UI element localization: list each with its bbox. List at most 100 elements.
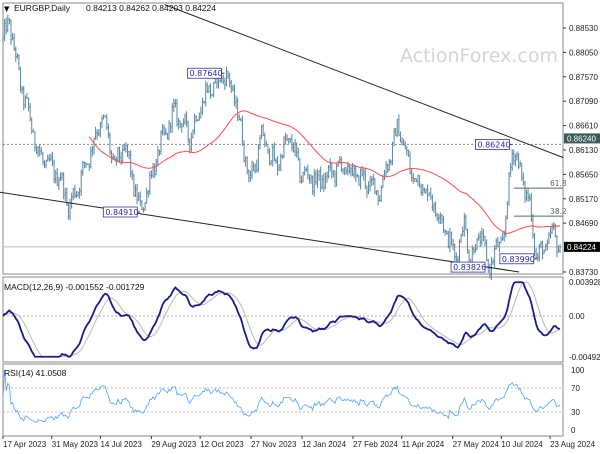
ohlc-bar	[402, 138, 405, 146]
price-tick-label: 0.84690	[569, 219, 598, 228]
ohlc-bar	[422, 184, 424, 196]
ohlc-bar	[415, 178, 418, 183]
ohlc-bar	[450, 231, 453, 246]
ohlc-bar	[342, 168, 344, 175]
ohlc-bar	[128, 150, 130, 160]
ohlc-bar	[94, 126, 97, 140]
ohlc-bar	[42, 151, 44, 166]
ohlc-bar	[204, 80, 207, 107]
ohlc-bar	[362, 168, 365, 181]
ohlc-bar	[308, 174, 311, 184]
ohlc-bar	[434, 201, 437, 217]
ohlc-bar	[260, 124, 263, 139]
ohlc-bar	[538, 243, 541, 262]
ohlc-bar	[2, 35, 4, 44]
ohlc-bar	[386, 163, 389, 173]
ohlc-bar	[556, 235, 558, 258]
date-tick-label: 29 Aug 2023	[151, 440, 196, 449]
ohlc-bar	[364, 168, 367, 190]
ohlc-bar	[332, 169, 335, 178]
ohlc-bar	[3, 18, 6, 42]
ohlc-bar	[323, 173, 325, 192]
price-tick-label: 0.85170	[569, 195, 598, 204]
fibonacci-level-label: 61.8	[550, 179, 567, 188]
ohlc-bar	[105, 114, 108, 130]
ohlc-bar	[358, 175, 360, 186]
ohlc-bar	[89, 146, 92, 169]
ohlc-bar	[528, 193, 531, 202]
date-tick-label: 23 Aug 2024	[550, 440, 595, 449]
ohlc-bar	[442, 215, 445, 234]
ohlc-bar	[24, 95, 27, 109]
annotation-label: 0.83826	[453, 263, 486, 272]
rsi-label: RSI(14) 41.0508	[4, 368, 67, 378]
ohlc-bar	[96, 129, 98, 140]
ohlc-bar	[53, 159, 55, 184]
ohlc-bar	[249, 170, 252, 182]
ohlc-bar	[452, 238, 454, 251]
ohlc-bar	[398, 114, 400, 137]
date-tick-label: 27 Nov 2023	[251, 440, 297, 449]
ohlc-bar	[61, 171, 63, 181]
ohlc-bar	[147, 190, 150, 198]
ohlc-bar	[107, 123, 110, 139]
ohlc-bar	[255, 159, 258, 173]
ohlc-bar	[14, 46, 17, 62]
ohlc-bar	[11, 32, 14, 41]
ohlc-bar	[407, 149, 410, 157]
panel-frame-1	[2, 276, 564, 363]
annotation-box	[499, 253, 535, 265]
ohlc-bar	[267, 145, 269, 155]
ohlc-bar	[177, 117, 180, 130]
ohlc-bar	[88, 163, 90, 172]
ohlc-bar	[51, 151, 54, 167]
ohlc-bar	[222, 74, 225, 85]
ohlc-bar	[359, 168, 362, 190]
ohlc-bar	[390, 159, 392, 166]
ohlc-bar	[179, 120, 181, 129]
channel-trendline	[164, 4, 564, 159]
annotation-label: 0.84910	[105, 208, 138, 217]
ohlc-bar	[383, 170, 386, 181]
ohlc-bar	[495, 238, 498, 250]
ohlc-bar	[394, 128, 397, 137]
macd-tick-label: 0.003928	[569, 278, 600, 287]
chart-title-ohlc-arrow[interactable]: ▼	[4, 5, 10, 13]
ohlc-bar	[206, 82, 209, 93]
ohlc-bar	[83, 161, 86, 169]
level-price-tag-text: 0.86240	[567, 134, 596, 143]
macd-line	[2, 281, 561, 358]
ohlc-bar	[182, 118, 185, 128]
ohlc-bar	[506, 201, 509, 220]
ohlc-bar	[243, 140, 245, 163]
ohlc-bar	[396, 119, 399, 138]
ohlc-bar	[37, 146, 39, 158]
ohlc-bar	[225, 66, 228, 87]
ohlc-bar	[425, 188, 427, 195]
ohlc-bar	[48, 154, 51, 162]
ohlc-bar	[406, 145, 408, 156]
ohlc-bar	[155, 159, 158, 176]
date-tick-label: 31 May 2023	[52, 440, 99, 449]
ohlc-bar	[192, 129, 194, 139]
ohlc-bar	[10, 19, 12, 45]
ohlc-bar	[517, 152, 520, 170]
ohlc-bar	[412, 172, 415, 184]
ohlc-bar	[109, 132, 111, 155]
ohlc-bar	[551, 223, 553, 234]
ohlc-bar	[548, 232, 550, 244]
ohlc-bar	[265, 140, 268, 147]
ohlc-bar	[527, 188, 529, 202]
ohlc-bar	[58, 176, 60, 191]
ohlc-bar	[121, 144, 124, 164]
ohlc-bar	[126, 145, 129, 158]
ohlc-bar	[129, 150, 132, 178]
chart-ohlc-values: 0.84213 0.84262 0.84203 0.84224	[86, 3, 216, 13]
ohlc-bar	[511, 149, 513, 172]
ohlc-bar	[319, 166, 322, 193]
ohlc-bar	[283, 136, 285, 159]
ohlc-bar	[6, 14, 9, 33]
price-tick-label: 0.88530	[569, 24, 598, 33]
ohlc-bar	[525, 189, 528, 202]
ohlc-bar	[27, 97, 30, 112]
